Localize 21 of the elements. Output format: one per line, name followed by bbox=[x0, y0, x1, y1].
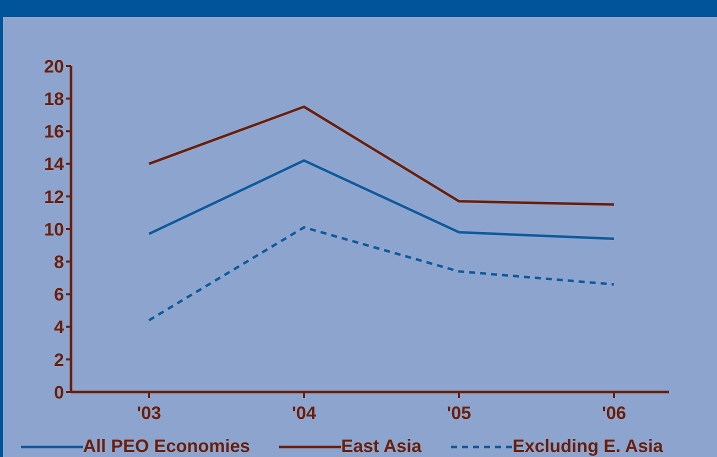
x-tick-label: '03 bbox=[136, 402, 162, 423]
y-tick-label: 10 bbox=[44, 219, 64, 240]
line-series bbox=[148, 106, 616, 206]
y-tick-label: 16 bbox=[44, 122, 64, 142]
y-tick-label: 14 bbox=[44, 154, 64, 174]
y-tick-label: 12 bbox=[44, 186, 64, 207]
y-tick-label: 0 bbox=[54, 382, 64, 402]
y-tick-label: 2 bbox=[54, 350, 64, 370]
y-tick-label: 8 bbox=[54, 252, 64, 272]
y-tick-label: 18 bbox=[44, 88, 64, 109]
y-tick-label: 6 bbox=[54, 284, 64, 305]
x-tick-label: '06 bbox=[602, 402, 626, 423]
legend-label: Excluding E. Asia bbox=[512, 436, 663, 457]
legend-label: All PEO Economies bbox=[83, 436, 250, 457]
line-series bbox=[148, 159, 616, 240]
y-tick-label: 4 bbox=[54, 317, 64, 338]
y-tick-label: 20 bbox=[44, 56, 64, 76]
x-tick-label: '04 bbox=[292, 402, 316, 423]
line-series bbox=[148, 226, 616, 322]
x-tick-label: '05 bbox=[446, 402, 472, 423]
legend-label: East Asia bbox=[341, 436, 422, 457]
